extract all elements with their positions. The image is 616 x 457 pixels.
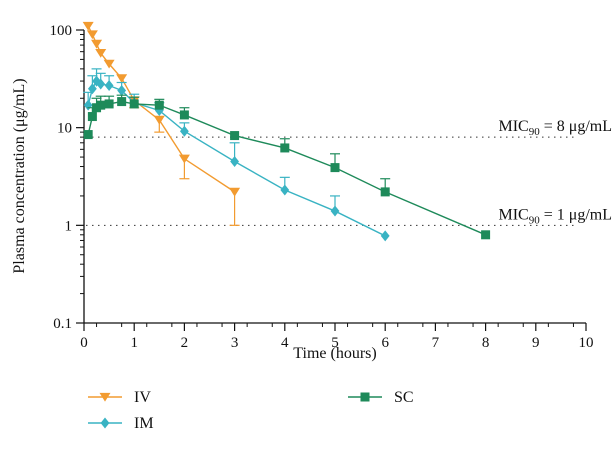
point-im [380,230,390,242]
legend: IV IM SC [88,389,414,432]
point-sc [380,187,390,197]
x-tick-label: 0 [80,335,88,351]
x-axis-title: Time (hours) [293,345,376,362]
x-tick-label: 6 [381,335,389,351]
x-tick-label: 1 [130,335,138,351]
legend-label: IV [134,389,151,406]
x-tick-label: 5 [331,335,339,351]
point-sc [280,143,290,153]
x-tick-label: 9 [532,335,540,351]
legend-swatch-marker [99,392,111,402]
point-iv [116,74,128,84]
point-sc [481,230,491,240]
mic-annotation: MIC90 = 8 μg/mL [499,118,613,138]
x-tick-label: 7 [432,335,440,351]
y-tick-label: 1 [65,218,73,234]
series-sc [83,94,491,240]
point-im [180,125,189,137]
y-tick-label: 100 [50,23,73,39]
point-im [117,85,127,97]
legend-swatch-marker [360,392,370,402]
data-series [82,21,491,242]
mic-subscript: 90 [529,214,541,226]
legend-label: SC [394,389,414,406]
point-sc [96,100,106,110]
point-im [330,205,340,217]
point-im [280,184,290,196]
legend-item-iv: IV [88,389,151,406]
series-line-sc [87,100,486,236]
x-tick-label: 10 [579,335,594,351]
x-tick-label: 4 [281,335,289,351]
legend-label: IM [134,415,154,432]
point-sc [154,100,164,110]
point-im [83,99,93,111]
x-ticks: 0 1 2 3 4 5 6 7 8 9 10 [80,323,594,351]
y-ticks: 0.1 1 10 100 [50,23,84,332]
legend-swatch-marker [100,417,110,429]
y-tick-label: 10 [57,121,72,137]
series-iv [82,21,241,226]
mic-value: = 1 μg/mL [540,206,612,223]
point-im [87,83,97,95]
point-sc [179,110,189,120]
axes [83,30,586,324]
y-axis-title: Plasma concentration (μg/mL) [11,78,28,273]
point-im [230,156,239,168]
point-sc [330,163,340,173]
x-tick-label: 2 [181,335,189,351]
series-line-iv [87,25,235,193]
mic-value: = 8 μg/mL [540,118,612,135]
series-im [83,68,390,242]
point-iv [82,21,94,31]
mic-label: MIC [499,118,529,135]
mic-annotation: MIC90 = 1 μg/mL [499,206,613,226]
mic-subscript: 90 [529,126,541,138]
point-iv [103,59,115,69]
legend-item-sc: SC [348,389,414,406]
mic-threshold-lines [86,136,576,226]
point-im [96,78,106,90]
point-iv [86,30,98,40]
point-sc [117,97,127,107]
x-tick-label: 8 [482,335,490,351]
point-iv [95,48,107,58]
mic-label: MIC [499,206,529,223]
point-sc [87,112,97,122]
point-sc [129,99,139,109]
point-iv [91,39,103,49]
point-iv [153,115,165,125]
point-sc [230,131,240,141]
point-iv [229,187,241,197]
legend-item-im: IM [88,415,154,432]
point-sc [83,130,93,140]
y-tick-label: 0.1 [53,316,72,332]
point-im [104,80,114,92]
x-tick-label: 3 [231,335,239,351]
point-sc [104,99,114,109]
point-iv [178,154,190,164]
